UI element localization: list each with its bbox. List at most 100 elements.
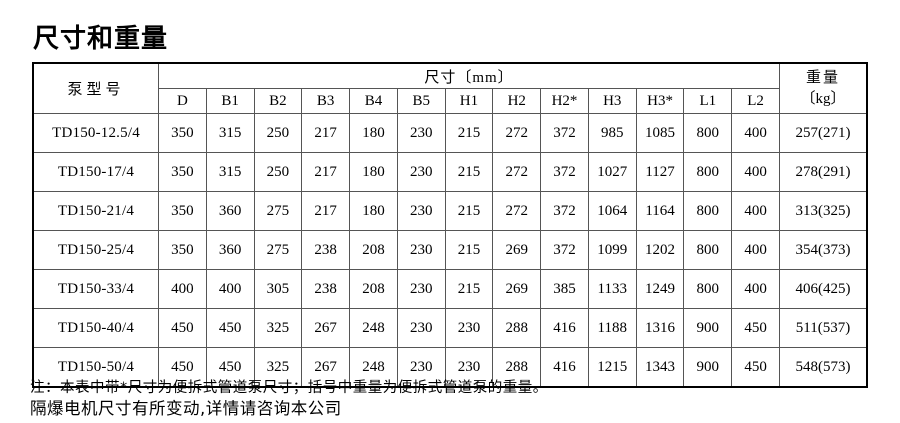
cell-b5: 230 — [396, 191, 446, 231]
cell-l1: 800 — [683, 113, 733, 153]
cell-weight: 548(573) — [779, 347, 868, 388]
column-header-b4: B4 — [349, 88, 398, 114]
column-header-h1: H1 — [444, 88, 494, 114]
column-header-model: 泵型号 — [32, 62, 159, 114]
cell-b1: 315 — [205, 152, 255, 192]
cell-b5: 230 — [396, 308, 446, 348]
cell-b2: 250 — [253, 152, 303, 192]
column-header-h3-star: H3* — [635, 88, 685, 114]
cell-model: TD150-21/4 — [32, 191, 159, 231]
cell-h3-star: 1316 — [635, 308, 685, 348]
cell-h3: 1027 — [587, 152, 637, 192]
cell-b1: 450 — [205, 308, 255, 348]
table-row: TD150-21/4 350 360 275 217 180 230 215 272 372 106… — [32, 191, 868, 231]
cell-weight: 278(291) — [779, 152, 868, 192]
column-header-l2: L2 — [731, 88, 780, 114]
footnote-line-1: 注：本表中带*尺寸为便拆式管道泵尺寸；括号中重量为便拆式管道泵的重量。 — [30, 380, 548, 396]
cell-b4: 248 — [349, 308, 398, 348]
cell-b4: 208 — [349, 269, 398, 309]
cell-l2: 400 — [731, 269, 780, 309]
cell-h1: 230 — [444, 347, 494, 388]
cell-b3: 267 — [301, 308, 351, 348]
cell-h1: 215 — [444, 269, 494, 309]
table-header-row-sub: D B1 B2 B3 B4 B5 H1 H2 H2* H3 H3* L1 L2 — [33, 88, 867, 114]
cell-b1: 360 — [205, 230, 255, 270]
cell-b5: 230 — [396, 347, 446, 388]
cell-l1: 800 — [683, 191, 733, 231]
cell-h2: 269 — [492, 269, 542, 309]
cell-l2: 400 — [731, 191, 780, 231]
cell-weight: 313(325) — [779, 191, 868, 231]
cell-b2: 250 — [253, 113, 303, 153]
cell-h2-star: 416 — [540, 347, 589, 388]
column-header-h3: H3 — [587, 88, 637, 114]
dimensions-table: 泵型号 尺寸〔mm〕 重量 〔kg〕 D B1 B2 B3 B4 B5 H1 H2 H2* H3 H… — [32, 62, 868, 388]
cell-d: 450 — [158, 308, 207, 348]
cell-h3-star: 1164 — [635, 191, 685, 231]
cell-h2: 272 — [492, 152, 542, 192]
column-header-h2-star: H2* — [540, 88, 589, 114]
column-header-dimensions-span: 尺寸〔mm〕 — [158, 62, 780, 89]
table-header: 泵型号 尺寸〔mm〕 重量 〔kg〕 D B1 B2 B3 B4 B5 H1 H2 H2* H3 H… — [32, 62, 868, 114]
table-header-row-top: 泵型号 尺寸〔mm〕 重量 〔kg〕 — [32, 62, 868, 114]
cell-b3: 217 — [301, 113, 351, 153]
cell-h3-star: 1202 — [635, 230, 685, 270]
cell-b4: 180 — [349, 191, 398, 231]
cell-d: 350 — [158, 191, 207, 231]
cell-b2: 305 — [253, 269, 303, 309]
weight-header-label: 重量 — [805, 70, 840, 87]
column-header-b2: B2 — [253, 88, 303, 114]
cell-model: TD150-25/4 — [32, 230, 159, 270]
cell-model: TD150-40/4 — [32, 308, 159, 348]
cell-b3: 238 — [301, 269, 351, 309]
cell-h2-star: 416 — [540, 308, 589, 348]
cell-h2-star: 372 — [540, 191, 589, 231]
cell-b2: 325 — [253, 308, 303, 348]
cell-d: 350 — [158, 152, 207, 192]
cell-b4: 208 — [349, 230, 398, 270]
column-header-b3: B3 — [301, 88, 351, 114]
cell-h2: 288 — [492, 308, 542, 348]
cell-model: TD150-50/4 — [32, 347, 159, 388]
cell-h2: 269 — [492, 230, 542, 270]
page-title: 尺寸和重量 — [33, 24, 169, 54]
cell-h3: 1099 — [587, 230, 637, 270]
cell-l2: 450 — [731, 308, 780, 348]
column-header-d: D — [158, 88, 207, 114]
cell-b2: 275 — [253, 230, 303, 270]
cell-h1: 215 — [444, 230, 494, 270]
footnote-line-2: 隔爆电机尺寸有所变动,详情请咨询本公司 — [30, 399, 342, 418]
table-row: TD150-25/4 350 360 275 238 208 230 215 269 372 109… — [32, 230, 868, 270]
cell-l1: 900 — [683, 308, 733, 348]
cell-b2: 275 — [253, 191, 303, 231]
cell-d: 350 — [158, 113, 207, 153]
cell-h3: 1215 — [587, 347, 637, 388]
cell-h2: 288 — [492, 347, 542, 388]
cell-l2: 400 — [731, 230, 780, 270]
cell-d: 400 — [158, 269, 207, 309]
cell-b3: 217 — [301, 152, 351, 192]
cell-h1: 215 — [444, 152, 494, 192]
table-row: TD150-17/4 350 315 250 217 180 230 215 272 372 102… — [32, 152, 868, 192]
column-header-l1: L1 — [683, 88, 733, 114]
cell-l1: 900 — [683, 347, 733, 388]
cell-h3-star: 1085 — [635, 113, 685, 153]
cell-h3: 985 — [587, 113, 637, 153]
cell-b1: 360 — [205, 191, 255, 231]
cell-d: 350 — [158, 230, 207, 270]
cell-b5: 230 — [396, 230, 446, 270]
cell-weight: 406(425) — [779, 269, 868, 309]
cell-b1: 400 — [205, 269, 255, 309]
cell-model: TD150-12.5/4 — [32, 113, 159, 153]
cell-h3: 1064 — [587, 191, 637, 231]
cell-b4: 180 — [349, 113, 398, 153]
column-header-h2: H2 — [492, 88, 542, 114]
cell-l1: 800 — [683, 230, 733, 270]
cell-b4: 248 — [349, 347, 398, 388]
table-row: TD150-40/4 450 450 325 267 248 230 230 288 416 118… — [32, 308, 868, 348]
cell-h2-star: 372 — [540, 230, 589, 270]
cell-h1: 215 — [444, 191, 494, 231]
cell-b5: 230 — [396, 113, 446, 153]
cell-weight: 511(537) — [779, 308, 868, 348]
